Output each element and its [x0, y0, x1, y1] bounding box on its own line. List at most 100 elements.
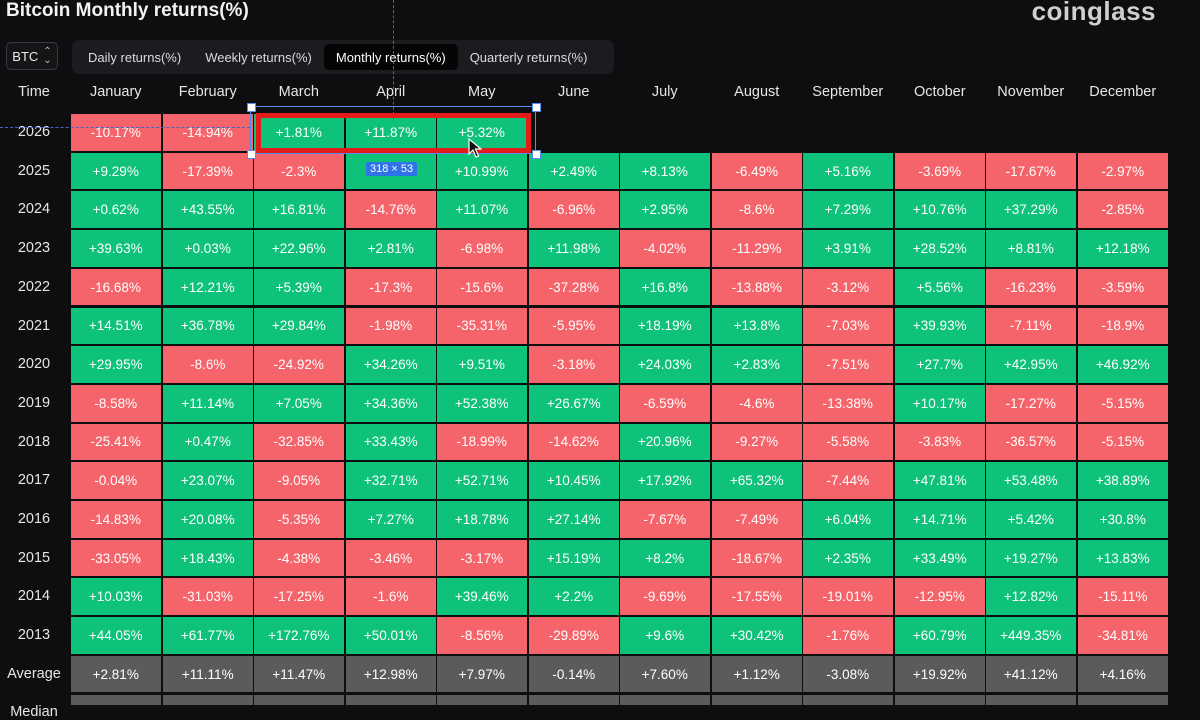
return-cell[interactable]: +12.82%	[985, 577, 1077, 617]
return-cell[interactable]: -7.03%	[802, 306, 894, 346]
return-cell[interactable]: -14.94%	[162, 113, 254, 152]
return-cell[interactable]: -34.81%	[1077, 616, 1169, 655]
return-cell[interactable]: -7.51%	[802, 345, 894, 384]
return-cell[interactable]: +0.62%	[70, 190, 162, 230]
return-cell[interactable]: -17.27%	[985, 383, 1077, 423]
return-cell[interactable]: +2.49%	[528, 151, 620, 191]
return-cell[interactable]: +9.29%	[70, 151, 162, 191]
return-cell[interactable]: -17.3%	[345, 267, 437, 307]
return-cell[interactable]: -12.95%	[894, 577, 986, 617]
return-cell[interactable]: -17.39%	[162, 151, 254, 191]
return-cell[interactable]: +12.21%	[162, 267, 254, 307]
return-cell[interactable]: +9.51%	[436, 345, 528, 384]
tab-weekly[interactable]: Weekly returns(%)	[205, 49, 312, 65]
return-cell[interactable]: -11.29%	[711, 229, 803, 268]
return-cell[interactable]: -29.89%	[528, 616, 620, 655]
return-cell[interactable]: +5.39%	[253, 267, 345, 307]
return-cell[interactable]: -25.41%	[70, 422, 162, 462]
return-cell[interactable]: -1.76%	[802, 616, 894, 655]
return-cell[interactable]: -3.59%	[1077, 267, 1169, 307]
selection-box[interactable]	[250, 106, 536, 154]
return-cell[interactable]: +18.19%	[619, 306, 711, 346]
return-cell[interactable]: +34.36%	[345, 383, 437, 423]
return-cell[interactable]: +23.07%	[162, 461, 254, 500]
return-cell[interactable]: -7.49%	[711, 500, 803, 539]
return-cell[interactable]: -17.55%	[711, 577, 803, 617]
return-cell[interactable]: -6.59%	[619, 383, 711, 423]
return-cell[interactable]: -16.23%	[985, 267, 1077, 307]
return-cell[interactable]: +24.03%	[619, 345, 711, 384]
return-cell[interactable]: +19.27%	[985, 538, 1077, 578]
return-cell[interactable]: +47.81%	[894, 461, 986, 500]
return-cell[interactable]: +20.08%	[162, 500, 254, 539]
return-cell[interactable]: -3.18%	[528, 345, 620, 384]
return-cell[interactable]: -33.05%	[70, 538, 162, 578]
return-cell[interactable]: -3.83%	[894, 422, 986, 462]
return-cell[interactable]: +3.91%	[802, 229, 894, 268]
return-cell[interactable]: +16.8%	[619, 267, 711, 307]
return-cell[interactable]: +39.46%	[436, 577, 528, 617]
return-cell[interactable]: +11.07%	[436, 190, 528, 230]
return-cell[interactable]: +2.81%	[345, 229, 437, 268]
return-cell[interactable]: +33.49%	[894, 538, 986, 578]
return-cell[interactable]: +10.17%	[894, 383, 986, 423]
asset-select[interactable]: BTC ⌃ ⌄	[6, 42, 58, 70]
return-cell[interactable]: -4.6%	[711, 383, 803, 423]
return-cell[interactable]: -2.85%	[1077, 190, 1169, 230]
return-cell[interactable]: +60.79%	[894, 616, 986, 655]
selection-handle[interactable]	[532, 150, 541, 159]
return-cell[interactable]: +11.98%	[528, 229, 620, 268]
return-cell[interactable]: +2.35%	[802, 538, 894, 578]
return-cell[interactable]: +8.2%	[619, 538, 711, 578]
return-cell[interactable]: +7.05%	[253, 383, 345, 423]
return-cell[interactable]: +449.35%	[985, 616, 1077, 655]
return-cell[interactable]: +37.29%	[985, 190, 1077, 230]
return-cell[interactable]: +2.2%	[528, 577, 620, 617]
return-cell[interactable]: +50.01%	[345, 616, 437, 655]
return-cell[interactable]: -3.17%	[436, 538, 528, 578]
return-cell[interactable]: +42.95%	[985, 345, 1077, 384]
return-cell[interactable]: +65.32%	[711, 461, 803, 500]
return-cell[interactable]: -5.95%	[528, 306, 620, 346]
return-cell[interactable]: -24.92%	[253, 345, 345, 384]
return-cell[interactable]: -37.28%	[528, 267, 620, 307]
return-cell[interactable]: +6.04%	[802, 500, 894, 539]
return-cell[interactable]: -36.57%	[985, 422, 1077, 462]
return-cell[interactable]: -0.04%	[70, 461, 162, 500]
return-cell[interactable]: -18.67%	[711, 538, 803, 578]
return-cell[interactable]: +10.45%	[528, 461, 620, 500]
return-cell[interactable]: -14.76%	[345, 190, 437, 230]
return-cell[interactable]: +46.92%	[1077, 345, 1169, 384]
return-cell[interactable]: +10.99%	[436, 151, 528, 191]
return-cell[interactable]: +7.27%	[345, 500, 437, 539]
return-cell[interactable]: -32.85%	[253, 422, 345, 462]
return-cell[interactable]: -14.62%	[528, 422, 620, 462]
return-cell[interactable]: -1.98%	[345, 306, 437, 346]
return-cell[interactable]: +172.76%	[253, 616, 345, 655]
return-cell[interactable]: +61.77%	[162, 616, 254, 655]
return-cell[interactable]: +8.13%	[619, 151, 711, 191]
tab-quarterly[interactable]: Quarterly returns(%)	[469, 49, 588, 65]
return-cell[interactable]: +36.78%	[162, 306, 254, 346]
return-cell[interactable]: +44.05%	[70, 616, 162, 655]
return-cell[interactable]: +39.63%	[70, 229, 162, 268]
return-cell[interactable]: +1.81%	[253, 113, 345, 152]
return-cell[interactable]: -3.46%	[345, 538, 437, 578]
return-cell[interactable]: +27.14%	[528, 500, 620, 539]
return-cell[interactable]: -4.02%	[619, 229, 711, 268]
return-cell[interactable]: +0.47%	[162, 422, 254, 462]
return-cell[interactable]: -1.6%	[345, 577, 437, 617]
return-cell[interactable]: -6.96%	[528, 190, 620, 230]
return-cell[interactable]: -13.88%	[711, 267, 803, 307]
return-cell[interactable]: +32.71%	[345, 461, 437, 500]
return-cell[interactable]: -6.49%	[711, 151, 803, 191]
return-cell[interactable]: -7.11%	[985, 306, 1077, 346]
return-cell[interactable]: +13.83%	[1077, 538, 1169, 578]
return-cell[interactable]: -9.27%	[711, 422, 803, 462]
return-cell[interactable]: +10.03%	[70, 577, 162, 617]
return-cell[interactable]: -31.03%	[162, 577, 254, 617]
return-cell[interactable]: +27.7%	[894, 345, 986, 384]
tab-monthly[interactable]: Monthly returns(%)	[323, 44, 458, 70]
return-cell[interactable]: +29.95%	[70, 345, 162, 384]
return-cell[interactable]: +16.81%	[253, 190, 345, 230]
